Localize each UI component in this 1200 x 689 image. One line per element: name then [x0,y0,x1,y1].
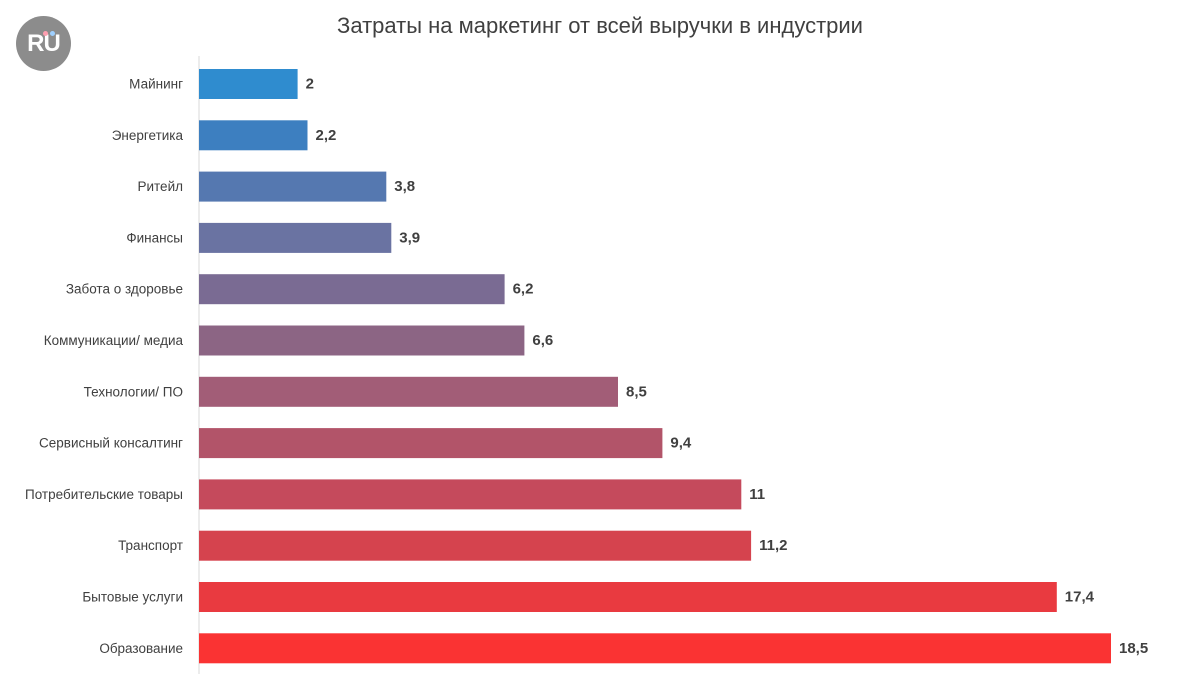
category-label: Ритейл [137,179,183,194]
category-label: Майнинг [129,77,183,92]
value-label: 6,2 [513,281,534,298]
value-label: 2 [306,76,314,93]
category-label: Бытовые услуги [82,590,183,605]
category-label: Сервисный консалтинг [39,436,183,451]
value-label: 2,2 [316,127,337,144]
category-label: Потребительские товары [25,487,183,502]
bar [199,120,308,151]
bar [199,325,525,356]
value-label: 6,6 [532,332,553,349]
bar [199,479,742,510]
value-label: 17,4 [1065,589,1095,606]
value-labels-group: 2 2,2 3,8 3,9 6,2 6,6 8,5 9,4 11 11,2 17,4 18,5 [306,76,1149,657]
logo-dot-left [43,31,48,36]
value-label: 3,8 [394,178,415,195]
value-label: 9,4 [670,435,692,452]
category-label: Образование [99,641,183,656]
bar [199,69,298,99]
category-label: Забота о здоровье [66,282,183,297]
category-label: Финансы [126,230,183,245]
value-label: 11 [749,486,765,503]
bar [199,633,1111,664]
category-label: Энергетика [112,128,184,143]
category-label: Коммуникации/ медиа [44,333,184,348]
value-label: 3,9 [399,229,420,246]
category-label: Транспорт [118,538,183,553]
bar [199,582,1057,612]
category-labels-group: Майнинг Энергетика Ритейл Финансы Забота о з… [25,77,183,656]
bar [199,171,387,202]
category-label: Технологии/ ПО [84,384,183,399]
logo-dot-right [50,31,55,36]
value-label: 11,2 [759,537,787,554]
bar [199,428,663,459]
bars-group [199,69,1111,664]
bar [199,376,618,407]
ru-logo: RU [16,16,71,71]
bar [199,530,752,561]
value-label: 18,5 [1119,640,1148,657]
chart-title: Затраты на маркетинг от всей выручки в и… [337,13,863,38]
value-label: 8,5 [626,383,647,400]
bar [199,222,392,253]
bar [199,274,505,305]
